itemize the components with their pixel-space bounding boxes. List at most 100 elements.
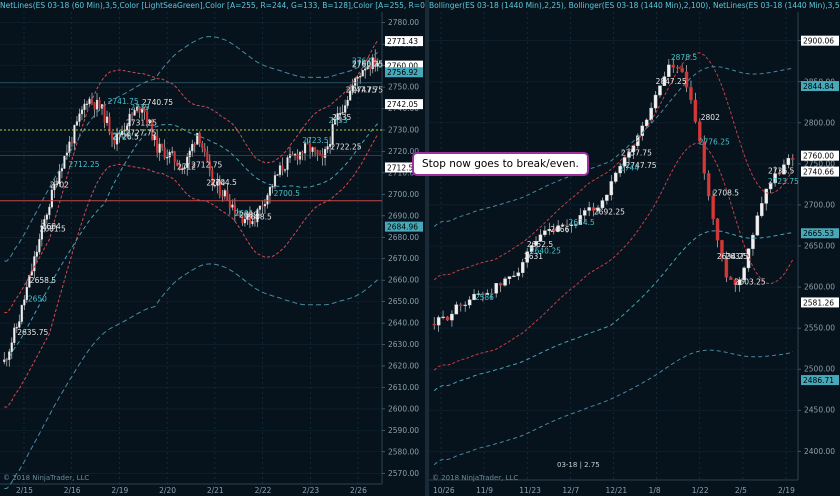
lower-bollinger — [433, 142, 794, 371]
candle-body — [366, 66, 369, 70]
price-annotation: 2747.75 — [626, 161, 657, 170]
candle-body — [303, 143, 307, 154]
candle-body — [43, 219, 46, 227]
candle-body — [349, 90, 352, 101]
candle-body — [733, 279, 737, 286]
candle-body — [208, 160, 211, 171]
candle-body — [329, 144, 332, 147]
candle-body — [693, 99, 698, 122]
candle-body — [268, 186, 272, 196]
price-marker-bg — [385, 162, 423, 173]
price-marker-bg — [385, 99, 423, 110]
candle-body — [188, 150, 191, 158]
y-tick-label: 2570.00 — [388, 469, 419, 478]
price-annotation: 2691 — [235, 209, 254, 218]
price-marker-bg — [801, 375, 839, 386]
price-annotation: 2735 — [332, 113, 351, 122]
panel-divider[interactable] — [425, 0, 429, 496]
price-marker-bg — [801, 35, 839, 46]
candle-body — [476, 293, 481, 295]
price-annotation: 2762 — [352, 57, 371, 66]
candle-body — [23, 299, 26, 306]
candle-body — [183, 167, 186, 169]
y-tick-label: 2650.00 — [388, 297, 419, 306]
candle-body — [450, 313, 454, 321]
candle-body — [78, 113, 81, 122]
price-marker-bg — [385, 36, 423, 47]
price-marker-label: 2581.26 — [803, 298, 834, 307]
candle-body — [28, 274, 31, 288]
right-chart-panel[interactable]: 2900.002850.002800.002750.002700.002650.… — [429, 0, 840, 496]
candle-body — [556, 225, 560, 232]
left-chart-panel[interactable]: 2780.002770.002760.002750.002740.002730.… — [0, 0, 425, 496]
candle-body — [88, 98, 91, 105]
candle-body — [326, 146, 329, 150]
candle-body — [248, 212, 251, 225]
left-chart-header: NetLines(ES 03-18 (60 Min),3,5,Color [Li… — [0, 1, 425, 10]
candle-body — [308, 143, 312, 152]
candle-body — [50, 189, 53, 208]
outer-upper-band — [4, 35, 379, 262]
candle-body — [698, 121, 702, 142]
price-marker-bg — [385, 221, 423, 232]
candle-body — [15, 327, 18, 329]
candle-body — [18, 321, 21, 328]
candle-body — [324, 149, 327, 158]
candle-body — [258, 205, 262, 210]
candle-body — [525, 251, 529, 263]
candle-body — [256, 209, 259, 223]
chart-background — [429, 0, 840, 496]
price-annotation: 2726 — [112, 131, 131, 140]
candle-body — [746, 248, 751, 269]
candle-body — [653, 94, 658, 109]
candle-body — [459, 304, 463, 306]
candle-body — [48, 206, 51, 216]
candle-body — [288, 154, 292, 158]
cursor-readout: 03-18 | 2.75 — [557, 461, 600, 469]
price-annotation: 2666 — [550, 225, 569, 234]
candle-body — [80, 109, 84, 115]
candle-body — [98, 99, 101, 109]
y-tick-label: 2680.00 — [388, 233, 419, 242]
left-price-chart[interactable]: 2780.002770.002760.002750.002740.002730.… — [0, 0, 425, 496]
price-marker-label: 2760.00 — [387, 62, 418, 71]
candle-body — [73, 125, 76, 144]
y-tick-label: 2700.00 — [804, 200, 835, 209]
price-annotation: 2692.25 — [594, 207, 625, 216]
middle-band — [4, 123, 379, 361]
right-price-chart[interactable]: 2900.002850.002800.002750.002700.002650.… — [429, 0, 840, 496]
candle-body — [543, 230, 547, 235]
candle-body — [226, 190, 229, 201]
candle-body — [724, 258, 729, 278]
candle-body — [311, 147, 314, 152]
candle-body — [534, 241, 538, 246]
candle-body — [171, 151, 174, 153]
candle-body — [10, 342, 13, 352]
price-annotation: 2640.25 — [530, 246, 561, 255]
candle-body — [281, 165, 284, 171]
price-annotation: 2650 — [28, 294, 47, 303]
candle-body — [565, 224, 569, 226]
price-marker-label: 2684.96 — [387, 223, 418, 232]
candle-body — [120, 130, 124, 136]
candle-body — [206, 151, 209, 161]
price-marker-label: 2756.92 — [387, 68, 418, 77]
candle-body — [596, 207, 600, 211]
candle-body — [20, 304, 23, 322]
price-annotation: 2741.75 — [108, 97, 139, 106]
candle-body — [118, 133, 121, 136]
candle-body — [600, 200, 605, 208]
candle-body — [85, 103, 89, 105]
candle-body — [246, 212, 249, 220]
x-tick-label: 2/26 — [350, 486, 367, 495]
callout-note: Stop now goes to break/even. — [412, 152, 589, 176]
candle-body — [498, 283, 503, 286]
candle-body — [374, 57, 377, 67]
price-annotation: 2634.25 — [717, 252, 748, 261]
y-tick-label: 2670.00 — [388, 254, 419, 263]
candle-body — [146, 111, 149, 123]
x-tick-label: 2/21 — [207, 486, 224, 495]
y-tick-label: 2550.00 — [804, 324, 835, 333]
candle-body — [667, 64, 671, 77]
price-marker-bg — [801, 81, 839, 92]
